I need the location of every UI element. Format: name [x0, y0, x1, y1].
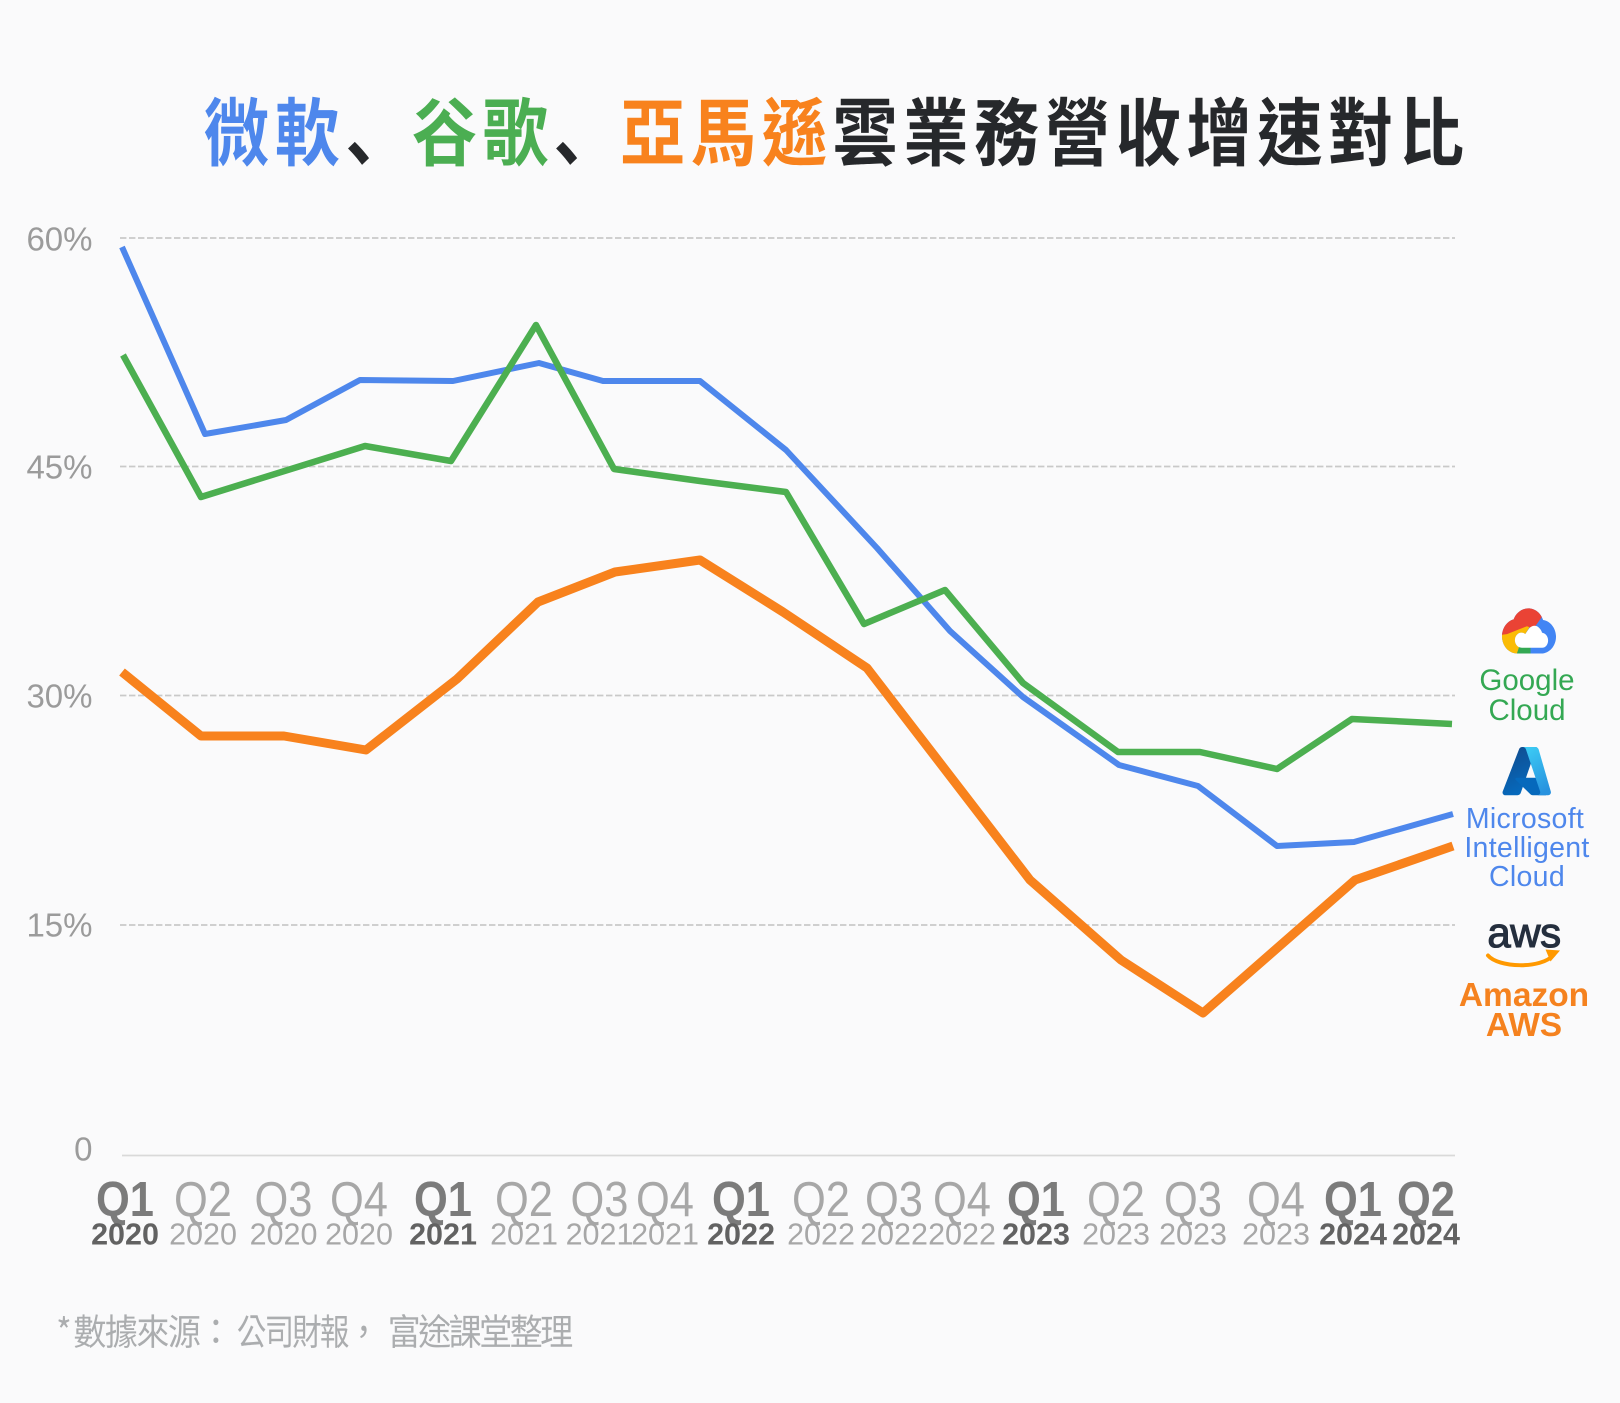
svg-text:Q3: Q3: [571, 1172, 629, 1227]
svg-text:Q3: Q3: [1164, 1172, 1222, 1227]
svg-text:Q1: Q1: [712, 1172, 770, 1227]
svg-text:Q2: Q2: [174, 1172, 232, 1227]
svg-text:Q4: Q4: [1247, 1172, 1305, 1227]
svg-text:Q1: Q1: [414, 1172, 472, 1227]
svg-text:Q1: Q1: [1007, 1172, 1065, 1227]
svg-text:2021: 2021: [490, 1218, 558, 1252]
svg-text:Google: Google: [1479, 664, 1574, 697]
svg-text:Q2: Q2: [1397, 1172, 1455, 1227]
svg-text:Intelligent: Intelligent: [1464, 832, 1589, 864]
svg-text:2021: 2021: [631, 1218, 699, 1252]
svg-text:Q4: Q4: [933, 1172, 991, 1227]
svg-text:2023: 2023: [1159, 1218, 1227, 1252]
svg-text:AWS: AWS: [1486, 1007, 1562, 1044]
svg-text:2020: 2020: [91, 1218, 159, 1252]
svg-text:2021: 2021: [566, 1218, 634, 1252]
svg-text:2024: 2024: [1392, 1218, 1460, 1252]
svg-text:Q2: Q2: [792, 1172, 850, 1227]
svg-text:Q2: Q2: [495, 1172, 553, 1227]
svg-text:2022: 2022: [707, 1218, 775, 1252]
svg-text:Q1: Q1: [1324, 1172, 1382, 1227]
svg-text:2022: 2022: [860, 1218, 928, 1252]
svg-text:2023: 2023: [1082, 1218, 1150, 1252]
svg-text:Q3: Q3: [255, 1172, 313, 1227]
svg-text:2020: 2020: [325, 1218, 393, 1252]
svg-text:2024: 2024: [1319, 1218, 1387, 1252]
svg-text:Amazon: Amazon: [1459, 977, 1589, 1014]
svg-text:15%: 15%: [26, 907, 92, 944]
svg-text:2020: 2020: [250, 1218, 318, 1252]
svg-text:Q4: Q4: [636, 1172, 694, 1227]
svg-text:Q4: Q4: [330, 1172, 388, 1227]
svg-text:2023: 2023: [1002, 1218, 1070, 1252]
svg-text:Q1: Q1: [96, 1172, 154, 1227]
svg-text:Q2: Q2: [1087, 1172, 1145, 1227]
svg-text:2020: 2020: [169, 1218, 237, 1252]
svg-text:2023: 2023: [1242, 1218, 1310, 1252]
svg-text:30%: 30%: [26, 678, 92, 715]
svg-text:Cloud: Cloud: [1489, 861, 1565, 893]
svg-text:2022: 2022: [928, 1218, 996, 1252]
svg-text:45%: 45%: [26, 449, 92, 486]
svg-text:Cloud: Cloud: [1488, 694, 1565, 727]
svg-text:Q3: Q3: [865, 1172, 923, 1227]
svg-text:0: 0: [74, 1131, 92, 1168]
svg-text:2022: 2022: [787, 1218, 855, 1252]
svg-text:Microsoft: Microsoft: [1466, 803, 1584, 835]
svg-text:60%: 60%: [26, 221, 92, 258]
svg-text:2021: 2021: [409, 1218, 477, 1252]
svg-text:aws: aws: [1487, 909, 1560, 956]
